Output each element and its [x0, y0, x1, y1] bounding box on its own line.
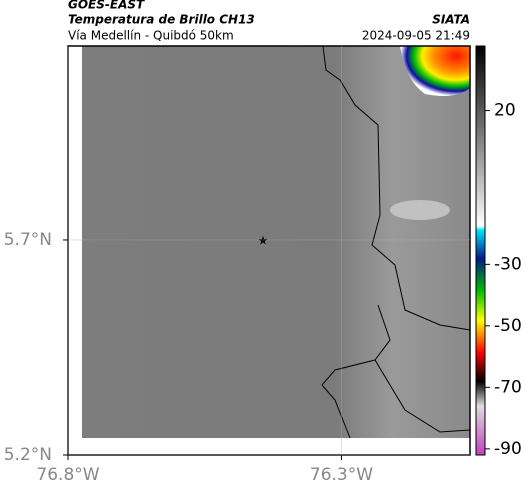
border-line: [374, 304, 391, 361]
border-line: [322, 45, 471, 331]
colorbar-tick-label: -50: [494, 316, 522, 336]
x-tick-label: 76.3°W: [310, 465, 373, 485]
satellite-image: [82, 46, 470, 438]
y-tick-label: 5.2°N: [4, 445, 52, 465]
subtitle: Vía Medellín - Quibdó 50km: [68, 29, 234, 43]
storm-cloud: [400, 46, 470, 96]
site-marker: ★: [258, 234, 269, 248]
colorbar-tick-label: 20: [494, 101, 516, 121]
y-tick-label: 5.7°N: [4, 230, 52, 250]
colorbar-tick-label: -70: [494, 377, 522, 397]
colorbar-tick-label: -90: [494, 439, 522, 459]
org: SIATA: [432, 13, 470, 27]
colorbar-tick-label: -30: [494, 254, 522, 274]
colorbar: [475, 45, 486, 456]
datetime: 2024-09-05 21:49: [362, 29, 470, 43]
x-tick-label: 76.8°W: [36, 465, 99, 485]
cloud: [390, 200, 450, 220]
border-line: [321, 359, 471, 439]
title: Temperatura de Brillo CH13: [68, 13, 255, 27]
source: GOES-EAST: [68, 0, 145, 12]
